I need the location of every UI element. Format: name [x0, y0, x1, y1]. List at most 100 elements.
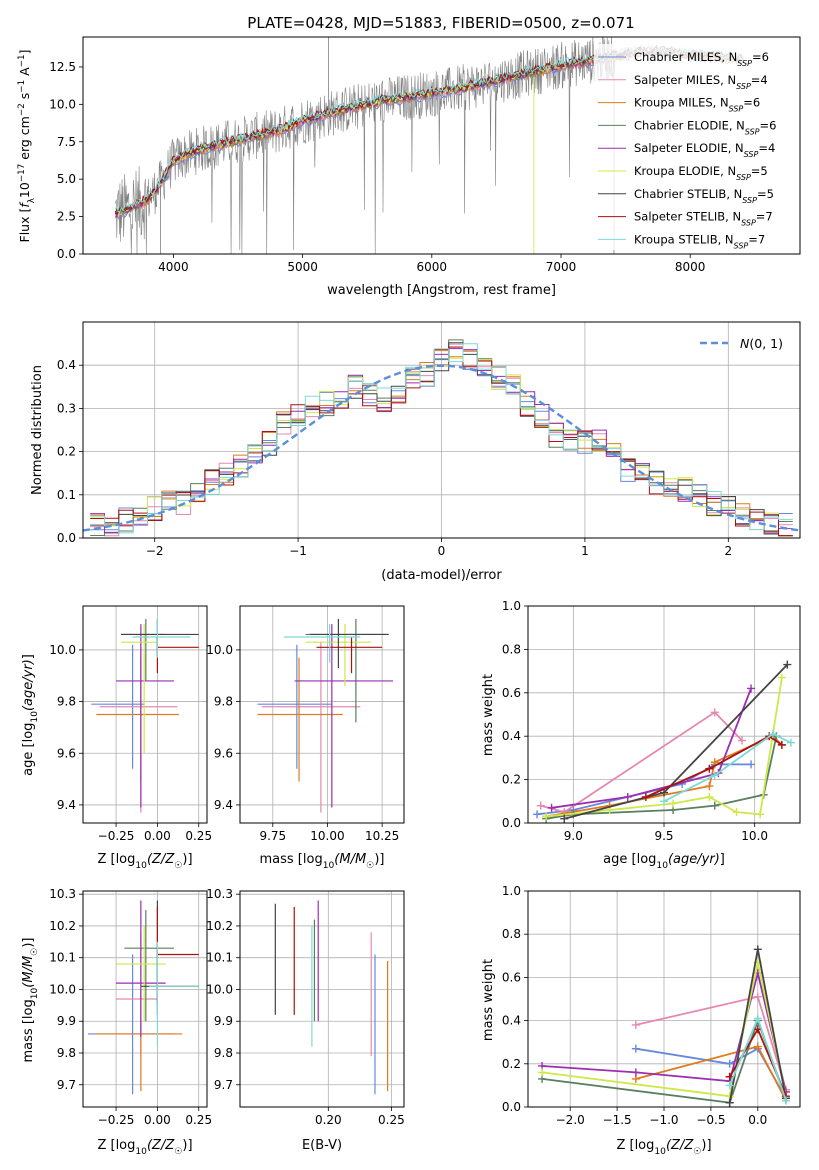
- weight-vs-age-marker-salpeter_elodie: [747, 684, 756, 693]
- mass-vs-Z-ytick-label: 10.3: [49, 887, 76, 901]
- normal-distribution-curve: [83, 364, 800, 532]
- weight-vs-Z-xtick-label: −1.0: [649, 1113, 678, 1127]
- spectrum-frame: [82, 36, 801, 255]
- weight-vs-Z-marker-chabrier_miles: [631, 1044, 640, 1053]
- mass-vs-Z-ytick-label: 10.1: [49, 951, 76, 965]
- age-vs-Z-ytick-label: 9.6: [57, 746, 76, 760]
- weight-vs-age-marker-kroupa_elodie: [756, 810, 765, 819]
- age-vs-Z-ylabel: age [log10(age/yr)]: [21, 654, 40, 776]
- weight-vs-Z-ytick-label: 0.8: [502, 927, 521, 941]
- weight-vs-age-frame: [527, 605, 801, 824]
- weight-vs-age-marker-kroupa_stelib: [710, 771, 719, 780]
- spectrum-xtick-label: 6000: [417, 260, 448, 274]
- mass-vs-EBV-ytick-label: 9.8: [214, 1046, 233, 1060]
- weight-vs-Z-ytick-label: 0.2: [502, 1057, 521, 1071]
- weight-vs-age-marker-salpeter_stelib: [641, 792, 650, 801]
- age-vs-Z-plot-area: [83, 606, 207, 823]
- residual-hist-salpeter_stelib: [90, 346, 793, 537]
- weight-vs-age-marker-kroupa_elodie: [705, 792, 714, 801]
- spectrum-ytick-label: 7.5: [57, 135, 76, 149]
- mass-vs-Z-ytick-label: 9.7: [57, 1078, 76, 1092]
- legend-label-salpeter_miles: Salpeter MILES, NSSP=4: [634, 73, 768, 91]
- weight-vs-age-marker-kroupa_elodie: [777, 673, 786, 682]
- residual-ylabel: Normed distribution: [30, 365, 45, 495]
- age-vs-Z-ytick-label: 10.0: [49, 643, 76, 657]
- legend-label-kroupa_stelib: Kroupa STELIB, NSSP=7: [634, 232, 765, 250]
- weight-vs-age-line-salpeter_elodie: [551, 688, 752, 809]
- mass-vs-Z-xtick-label: 0.00: [144, 1113, 171, 1127]
- legend-label-salpeter_stelib: Salpeter STELIB, NSSP=7: [634, 210, 773, 228]
- plot-layer: 4000 5000 6000 7000 80000.02.55.07.510.012.5…: [17, 36, 801, 1157]
- mass-vs-EBV-ytick-label: 9.7: [214, 1078, 233, 1092]
- mass-vs-EBV-frame: [239, 890, 405, 1108]
- mass-vs-Z-ytick-label: 10.2: [49, 919, 76, 933]
- weight-vs-age-marker-kroupa_miles: [705, 782, 714, 791]
- weight-vs-Z-xtick-label: −0.5: [696, 1113, 725, 1127]
- age-vs-Z-xtick-label: 0.00: [144, 829, 171, 843]
- weight-vs-Z-ylabel: mass weight: [481, 959, 496, 1041]
- weight-vs-age-marker-kroupa_elodie: [542, 812, 551, 821]
- spectrum-legend-box: [594, 44, 798, 250]
- weight-vs-Z-marker-kroupa_stelib: [725, 1081, 734, 1090]
- age-vs-Z-xtick-label: −0.25: [98, 829, 135, 843]
- weight-vs-age-plot-area: [528, 606, 800, 823]
- weight-vs-Z-ytick-label: 1.0: [502, 884, 521, 898]
- weight-vs-Z-marker-kroupa_miles: [753, 1042, 762, 1051]
- weight-vs-Z-marker-chabrier_miles: [725, 1059, 734, 1068]
- spectrum-xtick-label: 8000: [675, 260, 706, 274]
- spectrum-xlabel: wavelength [Angstrom, rest frame]: [327, 283, 556, 298]
- age-vs-mass-ytick-label: 9.6: [214, 746, 233, 760]
- residuals-plot-area: [83, 322, 800, 538]
- weight-vs-Z-xtick-label: 0.0: [748, 1113, 767, 1127]
- weight-vs-Z-marker-salpeter_elodie: [631, 1068, 640, 1077]
- residuals-xtick-label: 2: [724, 544, 732, 558]
- legend-label-kroupa_elodie: Kroupa ELODIE, NSSP=5: [634, 164, 768, 182]
- age-vs-Z-ytick-label: 9.4: [57, 798, 76, 812]
- weight-vs-age-marker-chabrier_stelib: [560, 814, 569, 823]
- weight-vs-Z-frame: [527, 890, 801, 1108]
- weight-vs-Z-ytick-label: 0.0: [502, 1100, 521, 1114]
- weight-vs-age-marker-salpeter_stelib: [705, 764, 714, 773]
- weight-vs-age-line-kroupa_stelib: [663, 732, 792, 803]
- residuals-frame: [82, 321, 801, 539]
- age-vs-Z-frame: [82, 605, 208, 824]
- weight-vs-Z-xlabel: Z [log10(Z/Z☉)]: [616, 1138, 711, 1157]
- weight-vs-age-marker-salpeter_stelib: [777, 740, 786, 749]
- weight-vs-age-marker-kroupa_stelib: [786, 738, 795, 747]
- mass-vs-EBV-ytick-label: 10.3: [206, 887, 233, 901]
- weight-vs-Z-marker-salpeter_miles: [631, 1020, 640, 1029]
- spectrum-xtick-label: 7000: [546, 260, 577, 274]
- age-vs-mass-xtick-label: 10.25: [365, 829, 399, 843]
- weight-vs-age-marker-salpeter_elodie: [623, 792, 632, 801]
- legend-label-chabrier_miles: Chabrier MILES, NSSP=6: [634, 50, 769, 68]
- weight-vs-Z-marker-salpeter_stelib: [753, 1025, 762, 1034]
- age-vs-Z-xtick-label: 0.25: [185, 829, 212, 843]
- spectrum-xtick-label: 4000: [158, 260, 189, 274]
- weight-vs-age-xtick-label: 10.0: [741, 829, 768, 843]
- weight-vs-Z-ytick-label: 0.4: [502, 1014, 521, 1028]
- mass-vs-Z-xtick-label: 0.25: [185, 1113, 212, 1127]
- spectrum-ytick-label: 10.0: [49, 97, 76, 111]
- weight-vs-age-marker-chabrier_stelib: [660, 788, 668, 797]
- age-vs-mass-plot-area: [240, 606, 404, 823]
- residual-xlabel: (data-model)/error: [381, 568, 502, 583]
- figure-title: PLATE=0428, MJD=51883, FIBERID=0500, z=0…: [247, 14, 634, 32]
- mass-vs-EBV-ytick-label: 10.2: [206, 919, 233, 933]
- weight-vs-Z-marker-salpeter_stelib: [725, 1072, 734, 1081]
- weight-vs-age-ytick-label: 0.8: [502, 642, 521, 656]
- residual-hist-kroupa_miles: [90, 350, 793, 537]
- mass-vs-EBV-ytick-label: 9.9: [214, 1014, 233, 1028]
- weight-vs-age-marker-kroupa_elodie: [732, 808, 741, 817]
- weight-vs-age-xtick-label: 9.0: [564, 829, 583, 843]
- weight-vs-age-marker-chabrier_elodie: [710, 801, 719, 810]
- spectrum-xtick-label: 5000: [287, 260, 318, 274]
- weight-vs-Z-xtick-label: −2.0: [556, 1113, 585, 1127]
- age-vs-Z-xlabel: Z [log10(Z/Z☉)]: [97, 852, 192, 871]
- weight-vs-age-marker-chabrier_miles: [533, 810, 542, 819]
- spectrum-ylabel: Flux [fλ10−17 erg cm−2 s−1 A−1]: [17, 50, 37, 243]
- weight-vs-age-ytick-label: 0.6: [502, 686, 521, 700]
- residuals-xtick-label: 0: [438, 544, 446, 558]
- weight-vs-age-ytick-label: 0.4: [502, 729, 521, 743]
- legend-label-chabrier_stelib: Chabrier STELIB, NSSP=5: [634, 187, 774, 205]
- weight-vs-age-marker-kroupa_elodie: [669, 799, 678, 808]
